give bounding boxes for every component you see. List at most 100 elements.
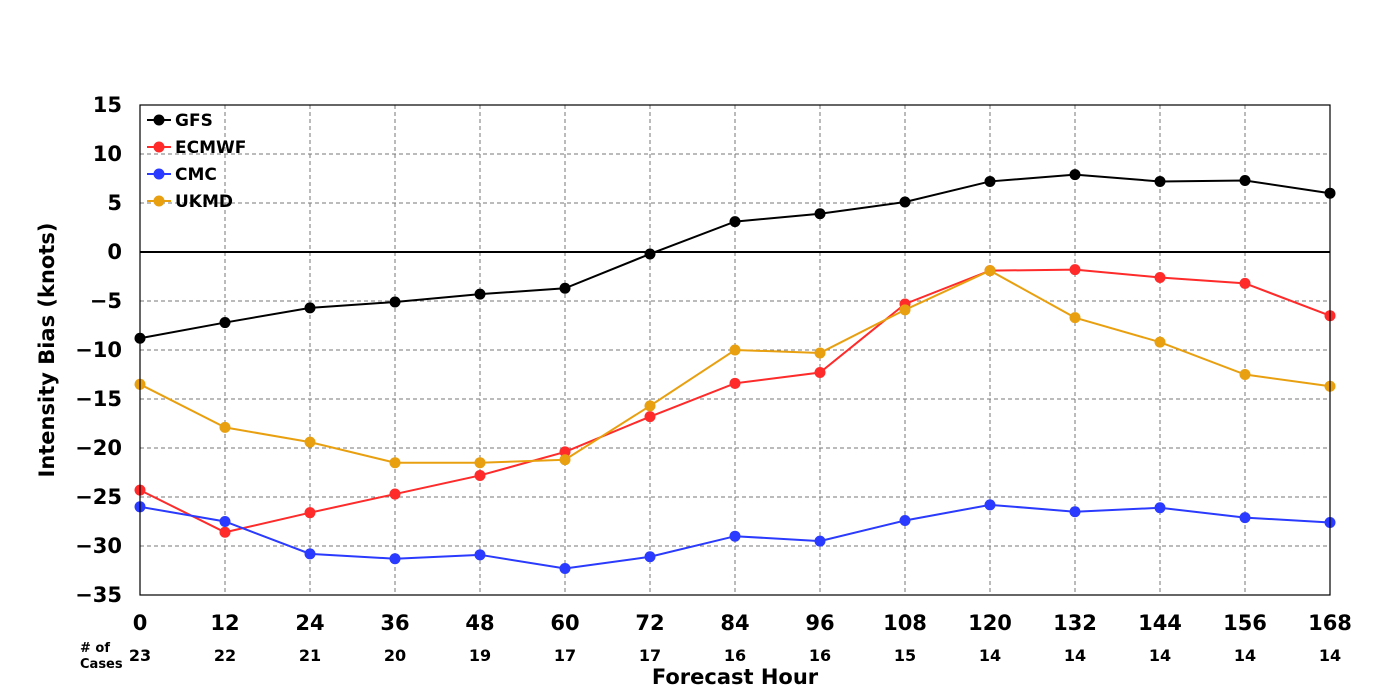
y-tick-label: −15 bbox=[75, 387, 122, 411]
data-point-ecmwf bbox=[1069, 264, 1081, 276]
case-count-label: 23 bbox=[129, 646, 151, 665]
x-tick-label: 156 bbox=[1223, 611, 1267, 635]
data-point-gfs bbox=[814, 208, 826, 220]
x-tick-label: 144 bbox=[1138, 611, 1182, 635]
data-point-ukmd bbox=[559, 454, 571, 466]
data-point-gfs bbox=[1069, 169, 1081, 181]
plot-frame bbox=[139, 104, 1331, 596]
legend-item-ukmd: UKMD bbox=[147, 192, 233, 212]
data-point-cmc bbox=[1154, 502, 1166, 514]
x-tick-label: 108 bbox=[883, 611, 927, 635]
data-point-gfs bbox=[559, 282, 571, 294]
data-point-cmc bbox=[1069, 506, 1081, 518]
data-point-ukmd bbox=[1069, 312, 1081, 324]
case-count-label: 21 bbox=[299, 646, 321, 665]
case-count-label: 15 bbox=[894, 646, 916, 665]
x-tick-label: 60 bbox=[550, 611, 579, 635]
cases-header-line2: Cases bbox=[80, 657, 123, 672]
case-count-label: 17 bbox=[639, 646, 661, 665]
series-ukmd bbox=[134, 265, 1336, 469]
x-tick-label: 0 bbox=[133, 611, 148, 635]
data-point-ukmd bbox=[814, 347, 826, 359]
data-point-cmc bbox=[559, 563, 571, 575]
data-point-gfs bbox=[304, 302, 316, 314]
data-point-gfs bbox=[984, 175, 996, 187]
y-tick-label: 10 bbox=[93, 142, 122, 166]
case-count-label: 14 bbox=[1149, 646, 1171, 665]
data-point-cmc bbox=[644, 551, 656, 563]
data-point-gfs bbox=[389, 296, 401, 308]
data-point-gfs bbox=[219, 317, 231, 329]
data-point-ecmwf bbox=[1154, 271, 1166, 283]
case-count-label: 19 bbox=[469, 646, 491, 665]
case-count-label: 16 bbox=[809, 646, 831, 665]
data-point-ecmwf bbox=[219, 526, 231, 538]
data-point-cmc bbox=[984, 499, 996, 511]
legend: GFS ECMWF CMC UKMD bbox=[147, 111, 246, 212]
data-point-cmc bbox=[729, 530, 741, 542]
cases-header-line1: # of bbox=[80, 641, 110, 656]
legend-marker-gfs bbox=[153, 114, 165, 126]
series-gfs bbox=[134, 169, 1336, 344]
data-point-ecmwf bbox=[729, 377, 741, 389]
data-point-ukmd bbox=[1154, 336, 1166, 348]
case-count-label: 20 bbox=[384, 646, 406, 665]
case-count-label: 14 bbox=[1319, 646, 1341, 665]
case-count-label: 17 bbox=[554, 646, 576, 665]
y-tick-label: 15 bbox=[93, 93, 122, 117]
x-tick-label: 24 bbox=[295, 611, 324, 635]
y-tick-label: −35 bbox=[75, 583, 122, 607]
y-tick-label: −10 bbox=[75, 338, 122, 362]
legend-label-cmc: CMC bbox=[175, 165, 217, 185]
y-tick-label: 0 bbox=[107, 240, 122, 264]
data-point-cmc bbox=[474, 549, 486, 561]
x-tick-labels: 0 12 24 36 48 60 72 84 96 108 120 132 144 156 168 bbox=[133, 611, 1352, 635]
y-tick-label: 5 bbox=[107, 191, 122, 215]
data-point-ecmwf bbox=[644, 411, 656, 423]
data-point-ecmwf bbox=[559, 446, 571, 458]
x-axis-title: Forecast Hour bbox=[652, 665, 819, 689]
legend-marker-ecmwf bbox=[153, 141, 165, 153]
data-point-gfs bbox=[1239, 174, 1251, 186]
data-point-cmc bbox=[389, 553, 401, 565]
data-point-cmc bbox=[899, 515, 911, 527]
data-point-cmc bbox=[304, 548, 316, 560]
legend-label-ecmwf: ECMWF bbox=[175, 138, 246, 158]
y-tick-label: −30 bbox=[75, 534, 122, 558]
data-point-ecmwf bbox=[389, 488, 401, 500]
data-point-ukmd bbox=[389, 457, 401, 469]
data-point-cmc bbox=[1239, 512, 1251, 524]
data-point-ukmd bbox=[1239, 369, 1251, 380]
data-point-gfs bbox=[729, 216, 741, 228]
x-tick-label: 12 bbox=[210, 611, 239, 635]
x-tick-label: 96 bbox=[805, 611, 834, 635]
case-count-label: 14 bbox=[979, 646, 1001, 665]
case-count-label: 14 bbox=[1234, 646, 1256, 665]
case-count-label: 14 bbox=[1064, 646, 1086, 665]
data-point-ukmd bbox=[729, 344, 741, 356]
x-tick-label: 120 bbox=[968, 611, 1012, 635]
y-axis-title: Intensity Bias (knots) bbox=[35, 223, 59, 478]
data-point-ukmd bbox=[219, 421, 231, 433]
x-tick-label: 48 bbox=[465, 611, 494, 635]
data-point-ecmwf bbox=[814, 367, 826, 379]
y-tick-label: −25 bbox=[75, 485, 122, 509]
data-point-ukmd bbox=[984, 265, 996, 277]
data-point-ecmwf bbox=[474, 469, 486, 481]
case-count-label: 22 bbox=[214, 646, 236, 665]
data-point-cmc bbox=[219, 516, 231, 527]
case-count-label: 16 bbox=[724, 646, 746, 665]
data-point-ecmwf bbox=[304, 507, 316, 519]
data-point-gfs bbox=[1154, 175, 1166, 187]
series-group bbox=[134, 169, 1336, 575]
data-point-gfs bbox=[899, 196, 911, 208]
y-tick-labels: 15 10 5 0 −5 −10 −15 −20 −25 −30 −35 bbox=[75, 93, 122, 607]
data-point-cmc bbox=[814, 535, 826, 547]
legend-label-ukmd: UKMD bbox=[175, 192, 233, 212]
data-point-ukmd bbox=[644, 400, 656, 412]
legend-item-gfs: GFS bbox=[147, 111, 213, 131]
data-point-ukmd bbox=[899, 304, 911, 316]
x-tick-label: 168 bbox=[1308, 611, 1352, 635]
x-tick-label: 132 bbox=[1053, 611, 1097, 635]
